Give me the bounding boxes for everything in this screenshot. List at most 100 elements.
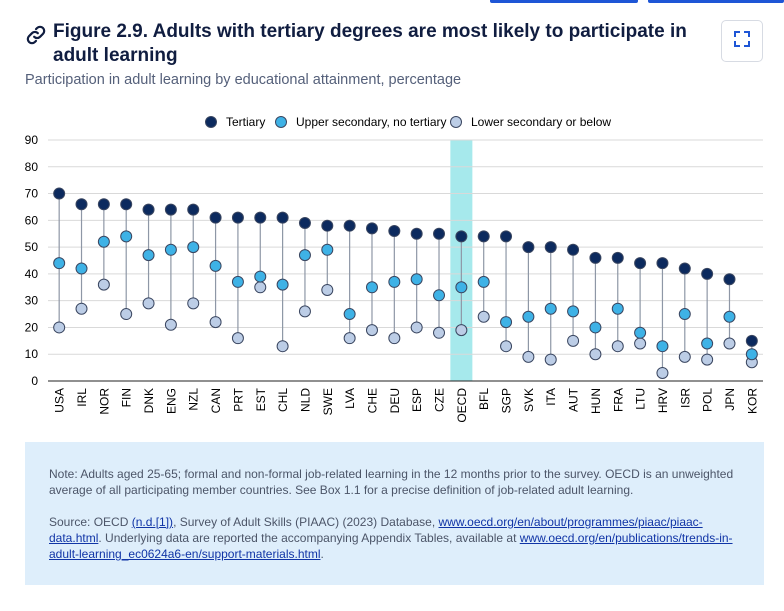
- dot-upper-secondary-sgp: [500, 316, 513, 329]
- dot-tertiary-kor: [745, 334, 758, 347]
- piaac-data-link[interactable]: www.oecd.org/en/about/programmes/piaac/p…: [49, 515, 703, 545]
- x-tick-label-eng: ENG: [164, 388, 178, 414]
- dot-tertiary-nld: [298, 217, 311, 230]
- dot-upper-secondary-jpn: [723, 310, 736, 323]
- dot-upper-secondary-nzl: [187, 241, 200, 254]
- dot-upper-secondary-pol: [701, 337, 714, 350]
- dot-lower-secondary-dnk: [142, 297, 155, 310]
- support-materials-link[interactable]: www.oecd.org/en/publications/trends-in-a…: [49, 531, 733, 561]
- dot-lower-secondary-can: [209, 316, 222, 329]
- dot-lower-secondary-sgp: [500, 340, 513, 353]
- note-box: Note: Adults aged 25-65; formal and non-…: [25, 442, 764, 585]
- dot-tertiary-ltu: [634, 257, 647, 270]
- dot-tertiary-fin: [120, 198, 133, 211]
- dot-lower-secondary-ita: [544, 353, 557, 366]
- x-tick-label-che: CHE: [365, 388, 379, 413]
- dot-upper-secondary-nor: [97, 235, 110, 248]
- x-tick-label-kor: KOR: [745, 388, 759, 414]
- dot-tertiary-can: [209, 211, 222, 224]
- dot-upper-secondary-hrv: [656, 340, 669, 353]
- x-tick-label-bfl: BFL: [477, 388, 491, 410]
- dot-lower-secondary-nor: [97, 278, 110, 291]
- x-tick-label-est: EST: [254, 387, 268, 411]
- x-tick-label-nzl: NZL: [187, 388, 201, 411]
- dot-tertiary-che: [365, 222, 378, 235]
- figure-title: Figure 2.9. Adults with tertiary degrees…: [53, 21, 687, 66]
- source-ref-link[interactable]: (n.d.[1]): [131, 515, 174, 529]
- dot-lower-secondary-isr: [678, 350, 691, 363]
- y-tick-label: 60: [25, 213, 39, 227]
- expand-button[interactable]: [721, 20, 763, 62]
- dot-lower-secondary-jpn: [723, 337, 736, 350]
- dot-tertiary-deu: [388, 225, 401, 238]
- x-tick-label-deu: DEU: [388, 388, 402, 413]
- dot-tertiary-eng: [164, 203, 177, 216]
- dot-upper-secondary-ita: [544, 302, 557, 315]
- source-after: . Underlying data are reported the accom…: [98, 531, 520, 545]
- dot-tertiary-ita: [544, 241, 557, 254]
- dot-tertiary-cze: [433, 227, 446, 240]
- dot-upper-secondary-chl: [276, 278, 289, 291]
- x-tick-label-ita: ITA: [544, 388, 558, 406]
- dot-tertiary-svk: [522, 241, 535, 254]
- dot-lower-secondary-swe: [321, 283, 334, 296]
- x-tick-label-hrv: HRV: [656, 388, 670, 413]
- y-tick-label: 80: [25, 160, 39, 174]
- dot-tertiary-pol: [701, 267, 714, 280]
- note-text: Note: Adults aged 25-65; formal and non-…: [49, 467, 734, 497]
- dot-lower-secondary-oecd: [455, 324, 468, 337]
- dot-tertiary-fra: [611, 251, 624, 264]
- x-tick-label-svk: SVK: [522, 388, 536, 412]
- dot-lower-secondary-fin: [120, 308, 133, 321]
- dot-upper-secondary-can: [209, 259, 222, 272]
- x-tick-label-fin: FIN: [120, 388, 134, 407]
- y-tick-label: 90: [25, 133, 39, 147]
- x-tick-label-usa: USA: [53, 388, 67, 413]
- x-tick-label-chl: CHL: [276, 388, 290, 412]
- dot-lower-secondary-est: [254, 281, 267, 294]
- dot-lower-secondary-deu: [388, 332, 401, 345]
- x-tick-label-prt: PRT: [231, 387, 245, 411]
- expand-icon: [733, 30, 751, 53]
- dot-lower-secondary-hun: [589, 348, 602, 361]
- dot-lower-secondary-lva: [343, 332, 356, 345]
- dot-tertiary-dnk: [142, 203, 155, 216]
- legend-marker-lower-secondary: [450, 116, 462, 128]
- y-tick-label: 40: [25, 267, 39, 281]
- y-tick-label: 10: [25, 347, 39, 361]
- y-tick-label: 30: [25, 294, 39, 308]
- dot-upper-secondary-cze: [433, 289, 446, 302]
- dot-tertiary-nor: [97, 198, 110, 211]
- x-tick-label-fra: FRA: [611, 388, 625, 412]
- y-tick-label: 50: [25, 240, 39, 254]
- x-tick-label-isr: ISR: [678, 388, 692, 408]
- x-tick-label-oecd: OECD: [455, 388, 469, 423]
- dot-upper-secondary-swe: [321, 243, 334, 256]
- x-tick-label-ltu: LTU: [634, 388, 648, 410]
- legend-label-tertiary: Tertiary: [226, 115, 265, 129]
- dot-upper-secondary-bfl: [477, 275, 490, 288]
- x-tick-label-hun: HUN: [589, 388, 603, 414]
- dot-upper-secondary-che: [365, 281, 378, 294]
- y-tick-label: 20: [25, 320, 39, 334]
- dot-upper-secondary-irl: [75, 262, 88, 275]
- dot-upper-secondary-nld: [298, 249, 311, 262]
- top-tab-indicator: [648, 0, 784, 3]
- y-tick-label: 70: [25, 187, 39, 201]
- dot-tertiary-usa: [53, 187, 66, 200]
- x-tick-label-esp: ESP: [410, 388, 424, 412]
- dot-upper-secondary-kor: [745, 348, 758, 361]
- x-tick-label-lva: LVA: [343, 388, 357, 409]
- dot-lower-secondary-ltu: [634, 337, 647, 350]
- dot-tertiary-hrv: [656, 257, 669, 270]
- x-tick-label-dnk: DNK: [142, 388, 156, 413]
- link-icon[interactable]: [25, 24, 47, 46]
- dot-tertiary-swe: [321, 219, 334, 232]
- dot-tertiary-prt: [231, 211, 244, 224]
- dot-lower-secondary-che: [365, 324, 378, 337]
- y-tick-label: 0: [31, 374, 38, 388]
- x-tick-label-sgp: SGP: [500, 388, 514, 413]
- dot-tertiary-est: [254, 211, 267, 224]
- source-end: .: [320, 547, 324, 561]
- dot-lower-secondary-eng: [164, 318, 177, 331]
